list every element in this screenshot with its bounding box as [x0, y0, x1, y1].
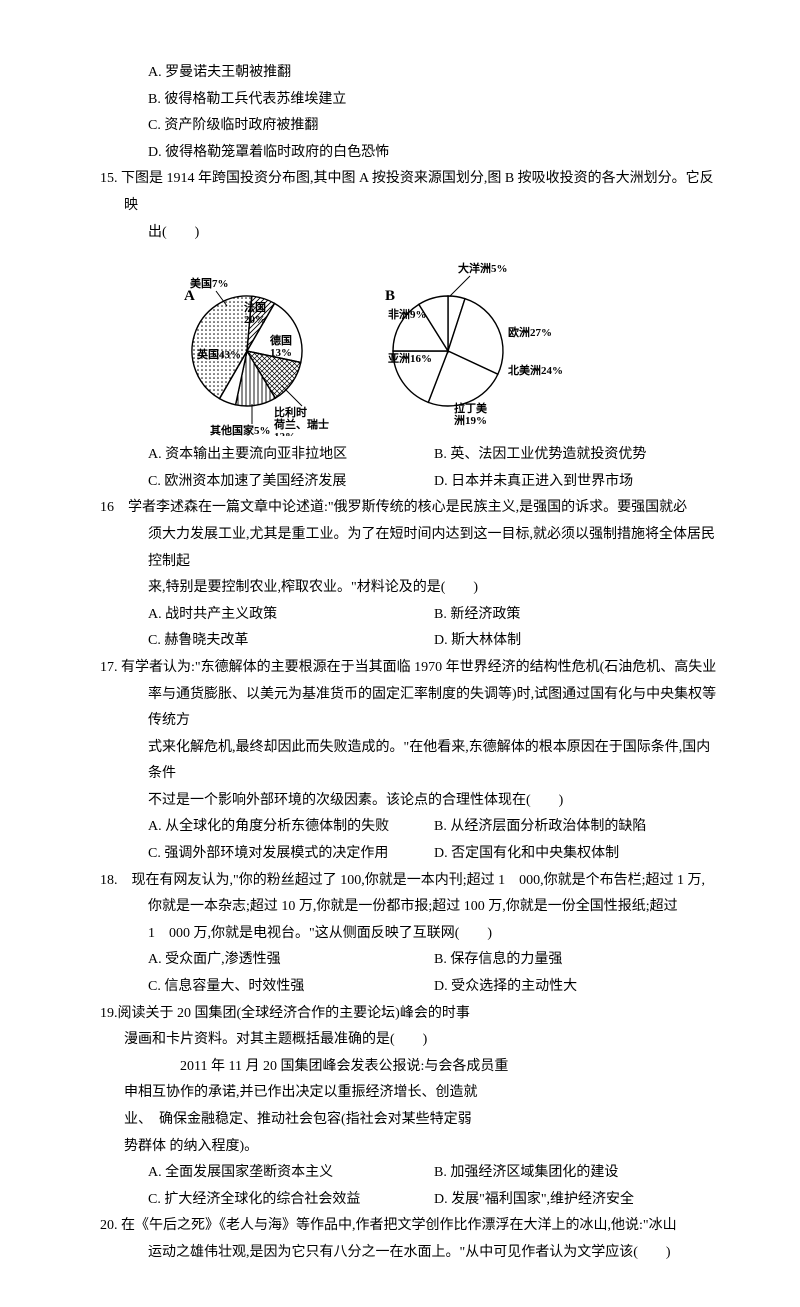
svg-text:12%: 12%	[274, 431, 296, 436]
option-a: A. 全面发展国家垄断资本主义	[148, 1160, 434, 1187]
svg-text:荷兰、瑞士: 荷兰、瑞士	[273, 417, 329, 431]
svg-text:英国43%: 英国43%	[196, 347, 241, 361]
q16-options: A. 战时共产主义政策 B. 新经济政策 C. 赫鲁晓夫改革 D. 斯大林体制	[100, 602, 720, 655]
svg-text:美国7%: 美国7%	[190, 276, 229, 290]
svg-text:B: B	[385, 288, 395, 304]
svg-text:比利时: 比利时	[274, 405, 307, 419]
q19-card-1: 2011 年 11 月 20 国集团峰会发表公报说:与会各成员重	[100, 1054, 720, 1081]
q19-stem-2: 漫画和卡片资料。对其主题概括最准确的是( )	[100, 1027, 720, 1054]
option-c: C. 赫鲁晓夫改革	[148, 628, 434, 655]
option-d: D. 日本并未真正进入到世界市场	[434, 469, 720, 496]
option-c: C. 强调外部环境对发展模式的决定作用	[148, 841, 434, 868]
pie-chart-a: A 法国20%德国13% 比利时荷兰、瑞士12%其他国家5% 英国43% 美国7%	[152, 256, 352, 436]
q16-stem: 16 学者李述森在一篇文章中论述道:"俄罗斯传统的核心是民族主义,是强国的诉求。…	[100, 495, 720, 522]
q17-options: A. 从全球化的角度分析东德体制的失败 B. 从经济层面分析政治体制的缺陷 C.…	[100, 814, 720, 867]
svg-text:拉丁美: 拉丁美	[454, 401, 488, 415]
q14-options: A. 罗曼诺夫王朝被推翻 B. 彼得格勒工兵代表苏维埃建立 C. 资产阶级临时政…	[100, 60, 720, 166]
option-a: A. 战时共产主义政策	[148, 602, 434, 629]
option-c: C. 欧洲资本加速了美国经济发展	[148, 469, 434, 496]
q17-stem-4: 不过是一个影响外部环境的次级因素。该论点的合理性体现在( )	[100, 788, 720, 815]
q18-stem-3: 1 000 万,你就是电视台。"这从侧面反映了互联网( )	[100, 921, 720, 948]
q18-options: A. 受众面广,渗透性强 B. 保存信息的力量强 C. 信息容量大、时效性强 D…	[100, 947, 720, 1000]
option-d: D. 受众选择的主动性大	[434, 974, 720, 1001]
q19-card-3: 业、 确保金融稳定、推动社会包容(指社会对某些特定弱	[100, 1107, 720, 1134]
option-b: B. 从经济层面分析政治体制的缺陷	[434, 814, 720, 841]
q15-stem: 15. 下图是 1914 年跨国投资分布图,其中图 A 按投资来源国划分,图 B…	[100, 166, 720, 219]
q15-stem-line1: 15. 下图是 1914 年跨国投资分布图,其中图 A 按投资来源国划分,图 B…	[100, 171, 714, 213]
q17-stem-2: 率与通货膨胀、以美元为基准货币的固定汇率制度的失调等)时,试图通过国有化与中央集…	[100, 682, 720, 735]
svg-text:A: A	[184, 288, 195, 304]
option-d: D. 否定国有化和中央集权体制	[434, 841, 720, 868]
svg-text:亚洲16%: 亚洲16%	[388, 352, 432, 365]
option-c: C. 信息容量大、时效性强	[148, 974, 434, 1001]
q19-stem: 19.阅读关于 20 国集团(全球经济合作的主要论坛)峰会的时事	[100, 1001, 720, 1028]
svg-text:大洋洲5%: 大洋洲5%	[458, 261, 508, 275]
q16-stem-2: 须大力发展工业,尤其是重工业。为了在短时间内达到这一目标,就必须以强制措施将全体…	[100, 522, 720, 575]
svg-text:德国: 德国	[269, 333, 292, 347]
option-c: C. 扩大经济全球化的综合社会效益	[148, 1187, 434, 1214]
svg-text:欧洲27%: 欧洲27%	[508, 325, 552, 339]
option-a: A. 受众面广,渗透性强	[148, 947, 434, 974]
q20-stem-2: 运动之雄伟壮观,是因为它只有八分之一在水面上。"从中可见作者认为文学应该( )	[100, 1240, 720, 1267]
q15-stem-cont: 出( )	[100, 220, 720, 247]
option-c: C. 资产阶级临时政府被推翻	[148, 113, 720, 140]
svg-text:非洲9%: 非洲9%	[388, 307, 427, 321]
svg-text:洲19%: 洲19%	[454, 414, 487, 427]
svg-text:北美洲24%: 北美洲24%	[508, 363, 563, 377]
option-a: A. 罗曼诺夫王朝被推翻	[148, 60, 720, 87]
pie-chart-b: B 大洋洲5% 欧洲27% 北美洲24% 拉丁美洲19% 亚洲16% 非洲9%	[358, 256, 568, 436]
q20-stem: 20. 在《午后之死》《老人与海》等作品中,作者把文学创作比作漂浮在大洋上的冰山…	[100, 1213, 720, 1240]
option-d: D. 彼得格勒笼罩着临时政府的白色恐怖	[148, 140, 720, 167]
option-a: A. 从全球化的角度分析东德体制的失败	[148, 814, 434, 841]
svg-text:法国: 法国	[244, 300, 266, 314]
option-b: B. 新经济政策	[434, 602, 720, 629]
q19-card-4: 势群体 的纳入程度)。	[100, 1134, 720, 1161]
q15-options: A. 资本输出主要流向亚非拉地区 B. 英、法因工业优势造就投资优势 C. 欧洲…	[100, 442, 720, 495]
q17-stem: 17. 有学者认为:"东德解体的主要根源在于当其面临 1970 年世界经济的结构…	[100, 655, 720, 682]
option-a: A. 资本输出主要流向亚非拉地区	[148, 442, 434, 469]
q19-options: A. 全面发展国家垄断资本主义 B. 加强经济区域集团化的建设 C. 扩大经济全…	[100, 1160, 720, 1213]
option-b: B. 加强经济区域集团化的建设	[434, 1160, 720, 1187]
q18-stem-2: 你就是一本杂志;超过 10 万,你就是一份都市报;超过 100 万,你就是一份全…	[100, 894, 720, 921]
q19-card-2: 申相互协作的承诺,并已作出决定以重振经济增长、创造就	[100, 1080, 720, 1107]
q17-stem-3: 式来化解危机,最终却因此而失败造成的。"在他看来,东德解体的根本原因在于国际条件…	[100, 735, 720, 788]
q18-stem: 18. 现在有网友认为,"你的粉丝超过了 100,你就是一本内刊;超过 1 00…	[100, 868, 720, 895]
option-b: B. 彼得格勒工兵代表苏维埃建立	[148, 87, 720, 114]
q16-stem-3: 来,特别是要控制农业,榨取农业。"材料论及的是( )	[100, 575, 720, 602]
option-b: B. 保存信息的力量强	[434, 947, 720, 974]
svg-text:20%: 20%	[244, 314, 266, 326]
q15-charts: A 法国20%德国13% 比利时荷兰、瑞士12%其他国家5% 英国43% 美国7% B 大…	[100, 256, 720, 436]
svg-text:13%: 13%	[270, 347, 292, 359]
svg-text:其他国家5%: 其他国家5%	[210, 423, 271, 436]
option-d: D. 发展"福利国家",维护经济安全	[434, 1187, 720, 1214]
option-d: D. 斯大林体制	[434, 628, 720, 655]
option-b: B. 英、法因工业优势造就投资优势	[434, 442, 720, 469]
